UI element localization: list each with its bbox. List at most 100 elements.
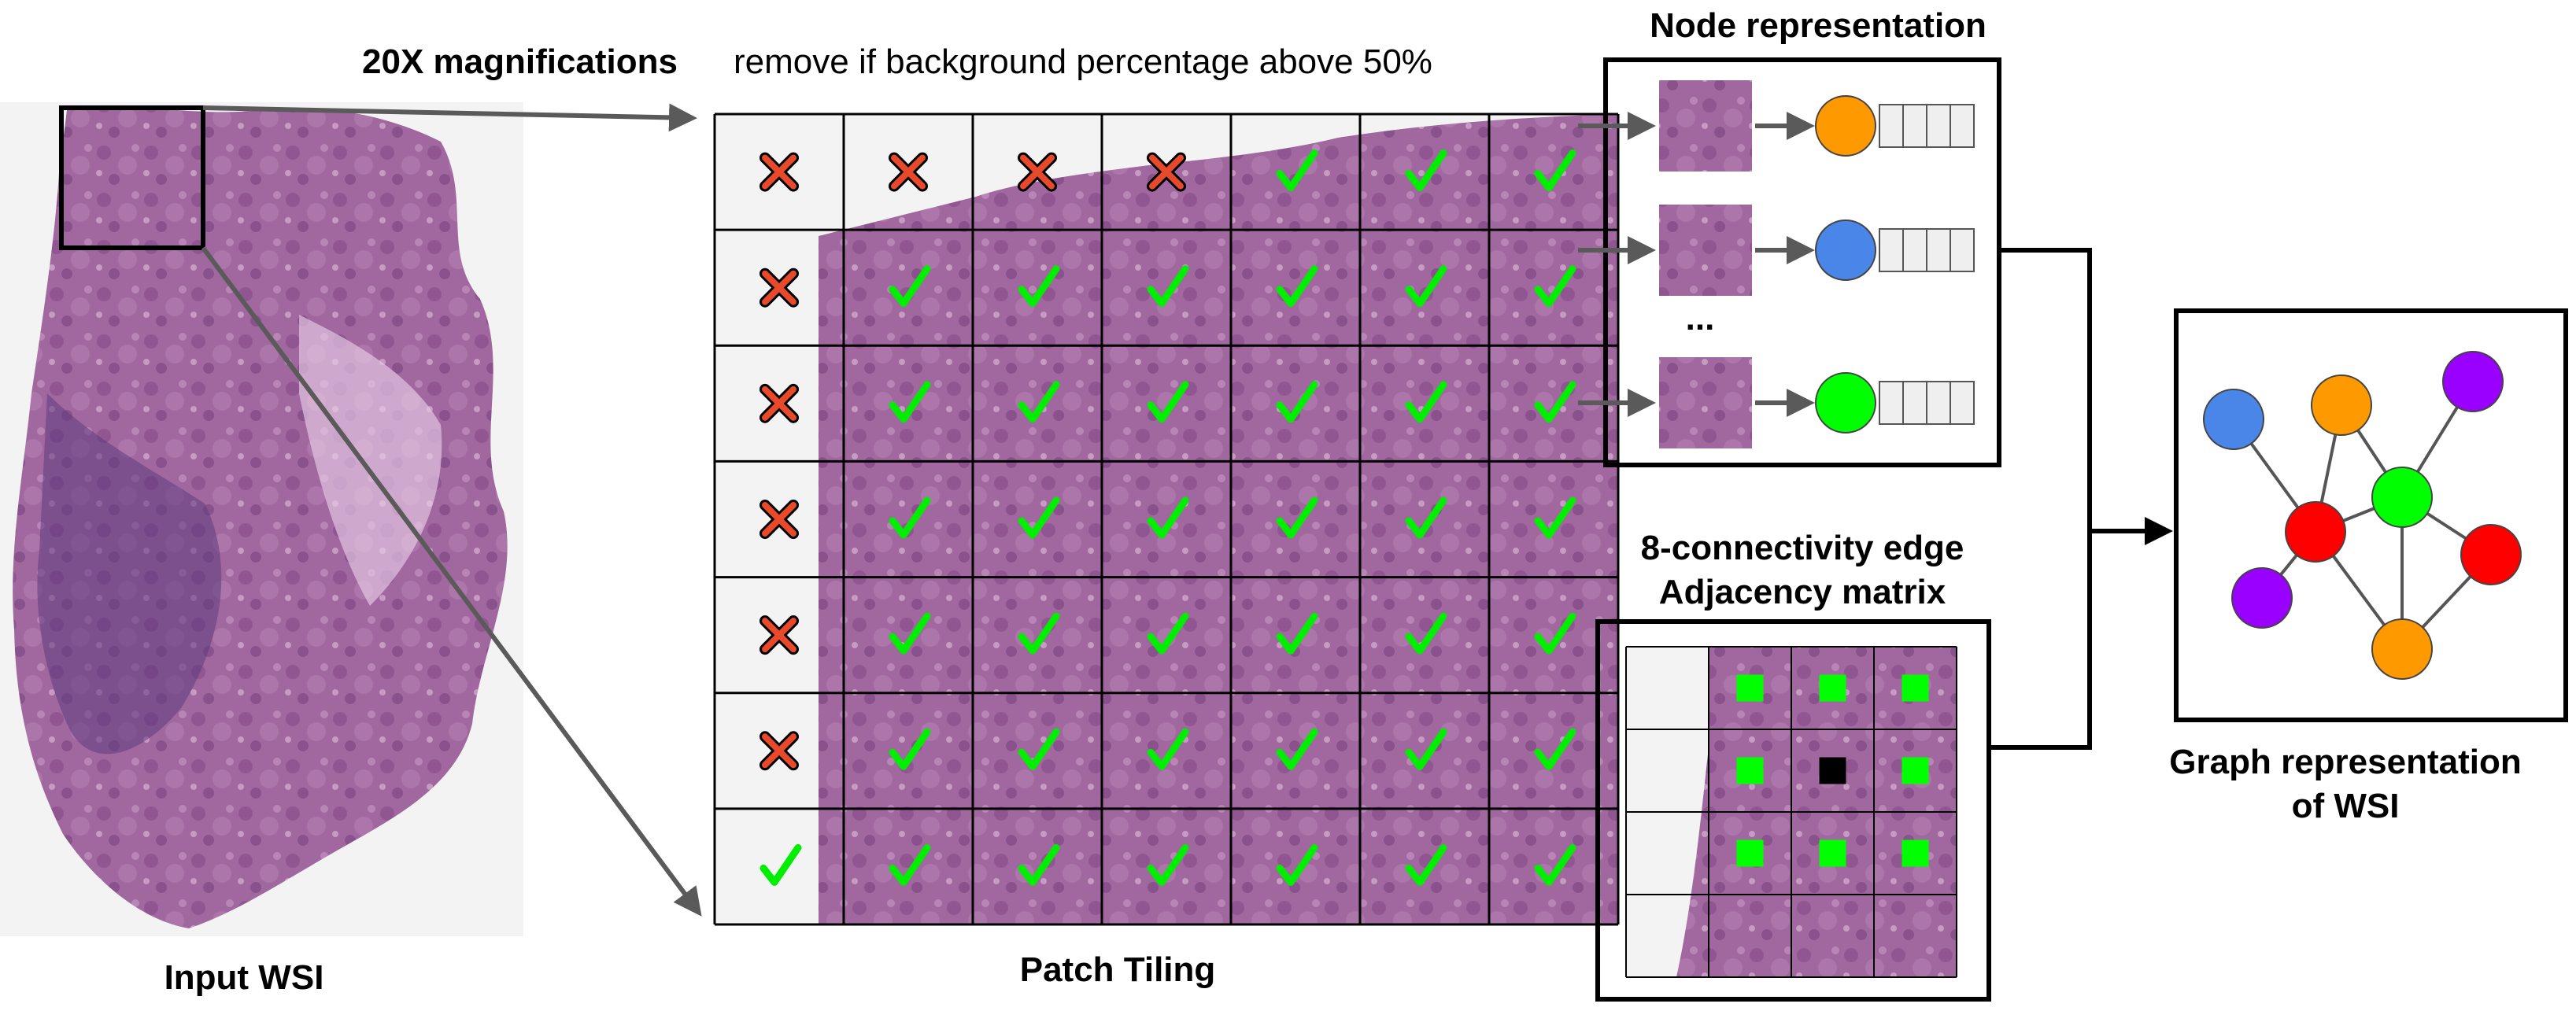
- neighbor-cell: [1736, 839, 1764, 867]
- keep-mark: [1276, 843, 1318, 886]
- neighbor-cell: [1902, 757, 1929, 784]
- keep-mark: [889, 496, 931, 539]
- node-rows: [1578, 80, 1975, 448]
- keep-mark: [1405, 149, 1447, 192]
- keep-mark: [1534, 149, 1576, 192]
- keep-mark: [889, 265, 931, 308]
- keep-mark: [1534, 843, 1576, 886]
- magnification-label: 20X magnifications: [362, 42, 678, 81]
- keep-mark: [1018, 843, 1060, 886]
- feature-vector-cell: [1950, 104, 1975, 148]
- feature-vector-cell: [1902, 381, 1927, 425]
- node-feature-row: [1578, 205, 1975, 296]
- keep-mark: [1147, 496, 1189, 539]
- feature-vector-cell: [1950, 228, 1975, 272]
- node-circle: [1815, 95, 1876, 157]
- patch-thumbnail: [1659, 357, 1752, 448]
- keep-mark: [1534, 381, 1576, 423]
- neighbor-cell: [1736, 757, 1764, 784]
- center-cell: [1819, 757, 1846, 784]
- wsi-light-region: [299, 315, 442, 606]
- feature-vector-cell: [1926, 104, 1951, 148]
- keep-mark: [1147, 612, 1189, 655]
- feature-vector-cell: [1879, 104, 1904, 148]
- reject-mark: [759, 268, 799, 308]
- neighbor-cell: [1819, 674, 1846, 702]
- keep-mark: [1534, 728, 1576, 770]
- keep-mark: [1276, 381, 1318, 423]
- graph-nodes: [2203, 351, 2522, 680]
- graph-node-orange-bottom: [2371, 618, 2433, 680]
- edge-title-line2: Adjacency matrix: [1658, 573, 1946, 611]
- reject-mark: [759, 615, 799, 655]
- adjacency-matrix: [1625, 646, 1957, 978]
- keep-mark: [1276, 728, 1318, 770]
- keep-mark: [1147, 381, 1189, 423]
- graph-node-red-left: [2285, 501, 2346, 563]
- feature-vector-cell: [1926, 228, 1951, 272]
- keep-mark: [1405, 843, 1447, 886]
- background-rule-label: remove if background percentage above 50…: [734, 42, 1432, 81]
- keep-mark: [1405, 612, 1447, 655]
- patch-grid-lines: [713, 113, 1620, 926]
- reject-mark: [889, 152, 928, 192]
- connector-bracket: [1991, 248, 2092, 750]
- feature-vector-cell: [1879, 381, 1904, 425]
- graph-node-purple-top: [2442, 351, 2504, 412]
- graph-box: [2174, 308, 2568, 722]
- keep-mark: [1534, 612, 1576, 655]
- neighbor-cell: [1819, 839, 1846, 867]
- neighbor-cell: [1902, 674, 1929, 702]
- patch-thumbnail: [1659, 80, 1752, 172]
- keep-mark: [889, 381, 931, 423]
- reject-mark: [759, 731, 799, 771]
- graph-node-orange-top: [2311, 375, 2372, 436]
- node-representation-title: Node representation: [1650, 6, 1987, 45]
- keep-mark: [889, 843, 931, 886]
- node-feature-row: [1578, 357, 1975, 448]
- zoom-arrow-bottom: [201, 246, 702, 917]
- reject-mark: [1018, 152, 1057, 192]
- graph-node-purple-bottom: [2231, 567, 2293, 629]
- keep-mark: [1405, 381, 1447, 423]
- wsi-crop-box: [59, 105, 205, 250]
- graph-title-line2: of WSI: [2291, 787, 2400, 825]
- keep-mark: [1405, 728, 1447, 770]
- feature-vector-cell: [1926, 381, 1951, 425]
- keep-mark: [1018, 728, 1060, 770]
- keep-mark: [1147, 265, 1189, 308]
- input-wsi-image: [0, 102, 523, 936]
- patch-thumbnail: [1659, 205, 1752, 296]
- patch-tiling-label: Patch Tiling: [1019, 950, 1216, 989]
- patch-grid: [713, 113, 1620, 926]
- graph-node-red-right: [2460, 524, 2522, 585]
- keep-mark: [1018, 496, 1060, 539]
- keep-mark: [889, 612, 931, 655]
- zoom-arrow-top: [202, 103, 697, 132]
- keep-mark: [759, 843, 802, 886]
- keep-mark: [1018, 265, 1060, 308]
- adjacency-grid-lines: [1625, 646, 1957, 978]
- keep-mark: [1018, 612, 1060, 655]
- keep-mark: [1276, 265, 1318, 308]
- feature-vector-cell: [1950, 381, 1975, 425]
- keep-mark: [889, 728, 931, 770]
- keep-mark: [1276, 612, 1318, 655]
- reject-mark: [759, 152, 799, 192]
- graph-node-green: [2371, 467, 2433, 528]
- node-circle: [1815, 220, 1876, 281]
- keep-mark: [1147, 728, 1189, 770]
- keep-mark: [1405, 496, 1447, 539]
- keep-mark: [1534, 265, 1576, 308]
- neighbor-cell: [1902, 839, 1929, 867]
- neighbor-cell: [1736, 674, 1764, 702]
- input-wsi-label: Input WSI: [164, 958, 324, 997]
- keep-mark: [1147, 843, 1189, 886]
- node-representation-box: [1603, 57, 2001, 467]
- edge-title-line1: 8-connectivity edge: [1640, 529, 1964, 567]
- patch-tissue-region: [819, 114, 1618, 924]
- wsi-dense-region: [37, 393, 222, 755]
- keep-mark: [1534, 496, 1576, 539]
- node-circle: [1815, 372, 1876, 434]
- feature-vector-cell: [1879, 228, 1904, 272]
